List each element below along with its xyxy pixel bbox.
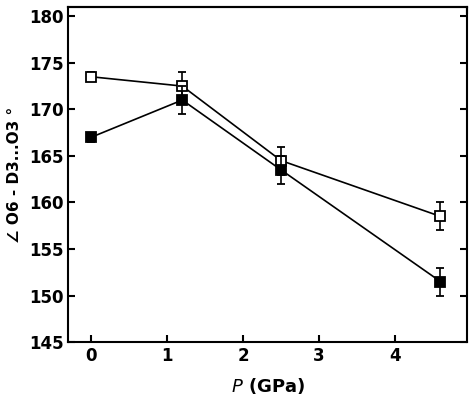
Y-axis label: ∠ O6 - D3...O3 °: ∠ O6 - D3...O3 ° — [7, 106, 22, 243]
Text: 5: 5 — [0, 402, 1, 403]
X-axis label: $\mathit{P}$ (GPa): $\mathit{P}$ (GPa) — [231, 376, 305, 396]
